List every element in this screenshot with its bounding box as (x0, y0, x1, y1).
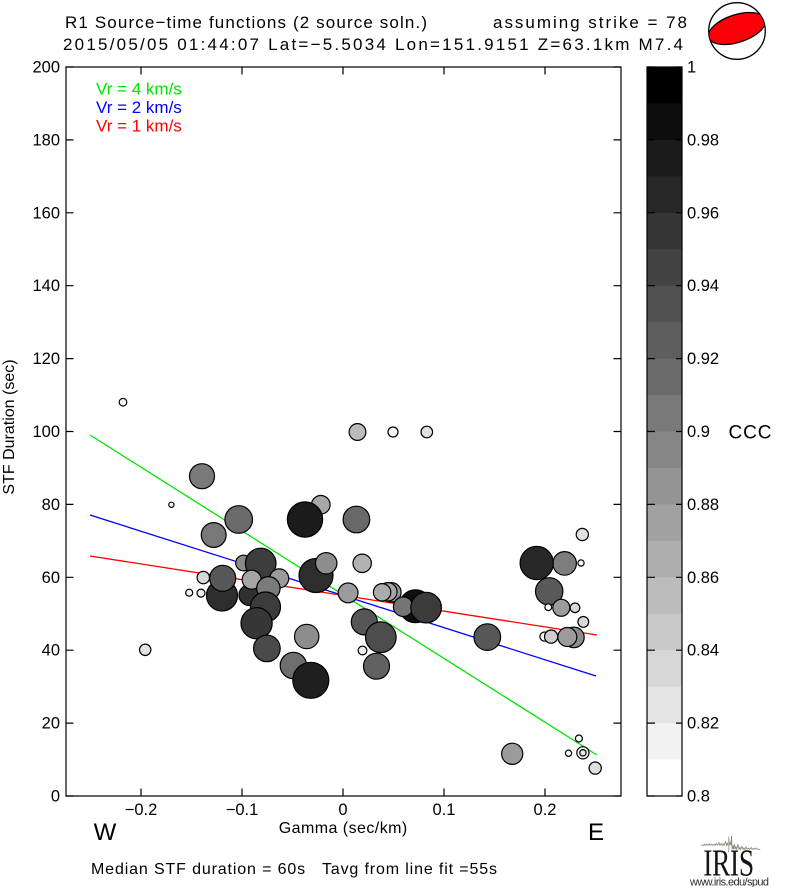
svg-text:Vr = 1 km/s: Vr = 1 km/s (96, 117, 182, 136)
svg-text:0.82: 0.82 (687, 715, 719, 733)
svg-text:E: E (588, 819, 604, 846)
svg-text:2015/05/05 01:44:07 Lat=−5.503: 2015/05/05 01:44:07 Lat=−5.5034 Lon=151.… (63, 35, 683, 54)
svg-text:0.8: 0.8 (687, 788, 710, 806)
svg-text:STF Duration (sec): STF Duration (sec) (1, 359, 18, 494)
svg-text:120: 120 (32, 350, 60, 368)
svg-text:www.iris.edu/spud: www.iris.edu/spud (689, 877, 769, 888)
svg-text:0.94: 0.94 (687, 277, 719, 295)
svg-text:100: 100 (32, 423, 60, 441)
svg-text:0.86: 0.86 (687, 569, 719, 587)
svg-text:0.92: 0.92 (687, 350, 719, 368)
svg-text:160: 160 (32, 204, 60, 222)
svg-text:W: W (94, 819, 117, 846)
svg-text:1: 1 (687, 59, 696, 77)
svg-text:IRIS: IRIS (703, 842, 754, 884)
svg-text:−0.1: −0.1 (226, 801, 259, 819)
svg-text:0.88: 0.88 (687, 496, 719, 514)
svg-text:0: 0 (51, 788, 60, 806)
svg-text:0.98: 0.98 (687, 131, 719, 149)
svg-text:20: 20 (42, 715, 60, 733)
svg-text:assuming strike = 78: assuming strike = 78 (493, 13, 687, 32)
svg-text:Vr = 2 km/s: Vr = 2 km/s (96, 98, 182, 117)
svg-text:R1 Source−time functions (2 so: R1 Source−time functions (2 source soln.… (65, 13, 427, 32)
svg-text:0.1: 0.1 (433, 801, 456, 819)
svg-text:0.96: 0.96 (687, 204, 719, 222)
svg-text:Vr = 4 km/s: Vr = 4 km/s (96, 80, 182, 99)
svg-text:0.9: 0.9 (687, 423, 710, 441)
svg-text:CCC: CCC (729, 423, 772, 444)
svg-text:0: 0 (338, 801, 347, 819)
svg-text:0.84: 0.84 (687, 642, 719, 660)
svg-text:Median STF duration = 60s Ta: Median STF duration = 60s Tavg from line… (91, 861, 497, 878)
svg-text:140: 140 (32, 277, 60, 295)
svg-text:200: 200 (32, 59, 60, 77)
svg-text:−0.2: −0.2 (125, 801, 158, 819)
svg-text:0.2: 0.2 (534, 801, 557, 819)
svg-text:40: 40 (42, 642, 60, 660)
svg-text:60: 60 (42, 569, 60, 587)
svg-text:180: 180 (32, 131, 60, 149)
svg-text:Gamma (sec/km): Gamma (sec/km) (279, 820, 408, 837)
svg-text:80: 80 (42, 496, 60, 514)
